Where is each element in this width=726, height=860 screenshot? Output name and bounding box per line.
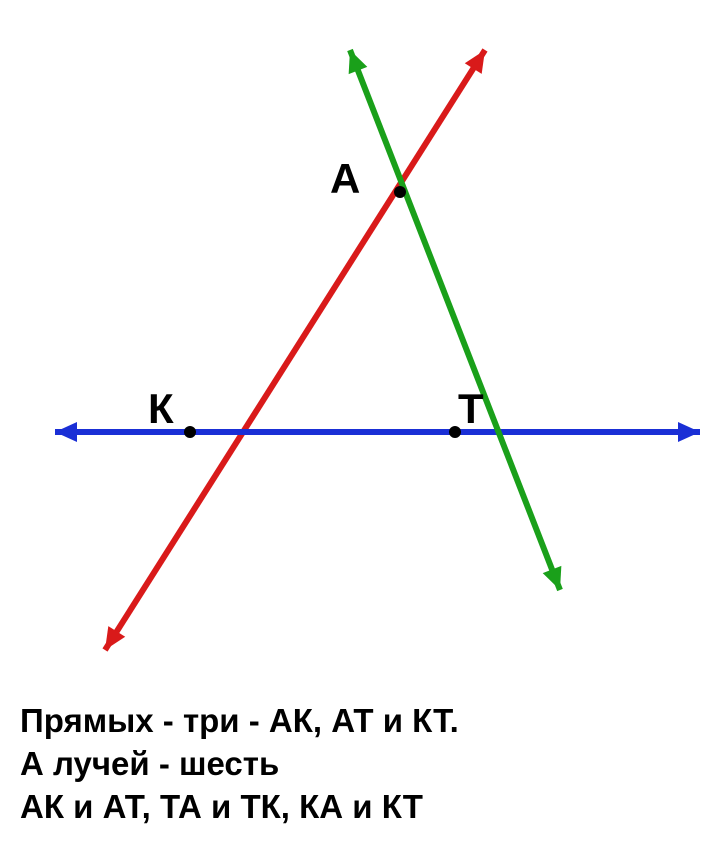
- answer-line-3: АК и АТ, ТА и ТК, КА и КТ: [20, 786, 459, 829]
- point-label-t: Т: [458, 385, 484, 433]
- point-label-a: А: [330, 155, 360, 203]
- answer-line-2: А лучей - шесть: [20, 743, 459, 786]
- geometry-diagram: [0, 0, 726, 700]
- answer-line-1: Прямых - три - АК, АТ и КТ.: [20, 700, 459, 743]
- diagram-container: А К Т Прямых - три - АК, АТ и КТ. А луче…: [0, 0, 726, 860]
- answer-text: Прямых - три - АК, АТ и КТ. А лучей - ше…: [20, 700, 459, 829]
- point-label-k: К: [148, 385, 174, 433]
